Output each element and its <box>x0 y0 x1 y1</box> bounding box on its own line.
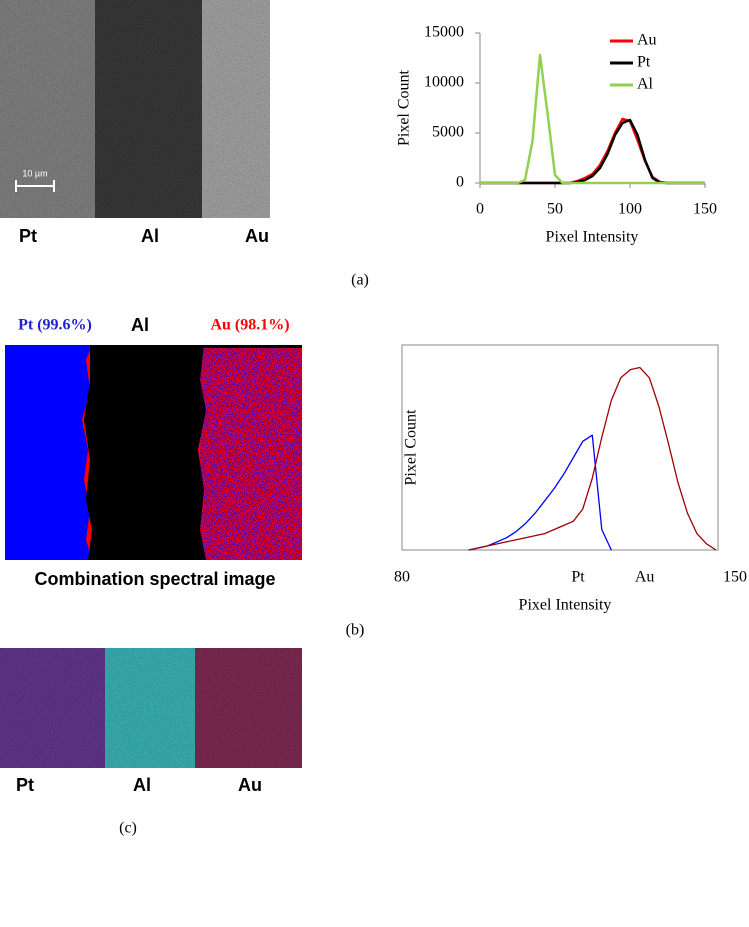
region-label: Au (98.1%) <box>210 317 289 334</box>
x-tick-label: 0 <box>476 201 484 218</box>
y-tick-label: 15000 <box>424 24 464 41</box>
y-tick-label: 5000 <box>432 124 464 141</box>
panel-caption: (a) <box>351 272 369 289</box>
scale-bar-label: 10 µm <box>22 168 47 178</box>
legend-label: Al <box>637 76 654 93</box>
panel-caption: (b) <box>346 622 365 639</box>
x-tick-label: 80 <box>394 569 410 586</box>
region-label: Au <box>245 226 269 246</box>
y-axis-title: Pixel Count <box>396 69 413 146</box>
series-line <box>480 117 705 185</box>
spectral-image <box>5 345 302 560</box>
x-tick-label: 150 <box>723 569 747 586</box>
x-axis-title: Pixel Intensity <box>519 597 612 614</box>
series-line <box>480 53 705 185</box>
panel-caption: (c) <box>119 820 137 837</box>
color-map-image <box>0 648 302 768</box>
plot-frame <box>401 344 719 551</box>
image-title: Combination spectral image <box>34 569 275 589</box>
x-tick-label: Pt <box>571 569 585 586</box>
region-label: Al <box>131 315 149 335</box>
x-tick-label: 150 <box>693 201 717 218</box>
x-tick-label: Au <box>635 569 655 586</box>
y-tick-label: 10000 <box>424 74 464 91</box>
x-tick-label: 50 <box>547 201 563 218</box>
x-axis-title: Pixel Intensity <box>546 229 639 246</box>
series-line <box>468 366 717 551</box>
region-label: Au <box>238 775 262 795</box>
x-tick-label: 100 <box>618 201 642 218</box>
region-label: Al <box>133 775 151 795</box>
region-label: Al <box>141 226 159 246</box>
y-tick-label: 0 <box>456 174 464 191</box>
series-line <box>468 434 612 551</box>
legend-label: Pt <box>637 54 651 71</box>
region-label: Pt (99.6%) <box>18 317 92 334</box>
sem-image: 10 µm <box>0 0 270 218</box>
region-label: Pt <box>19 226 37 246</box>
y-axis-title: Pixel Count <box>403 409 420 486</box>
region-label: Pt <box>16 775 34 795</box>
legend-label: Au <box>637 32 657 49</box>
